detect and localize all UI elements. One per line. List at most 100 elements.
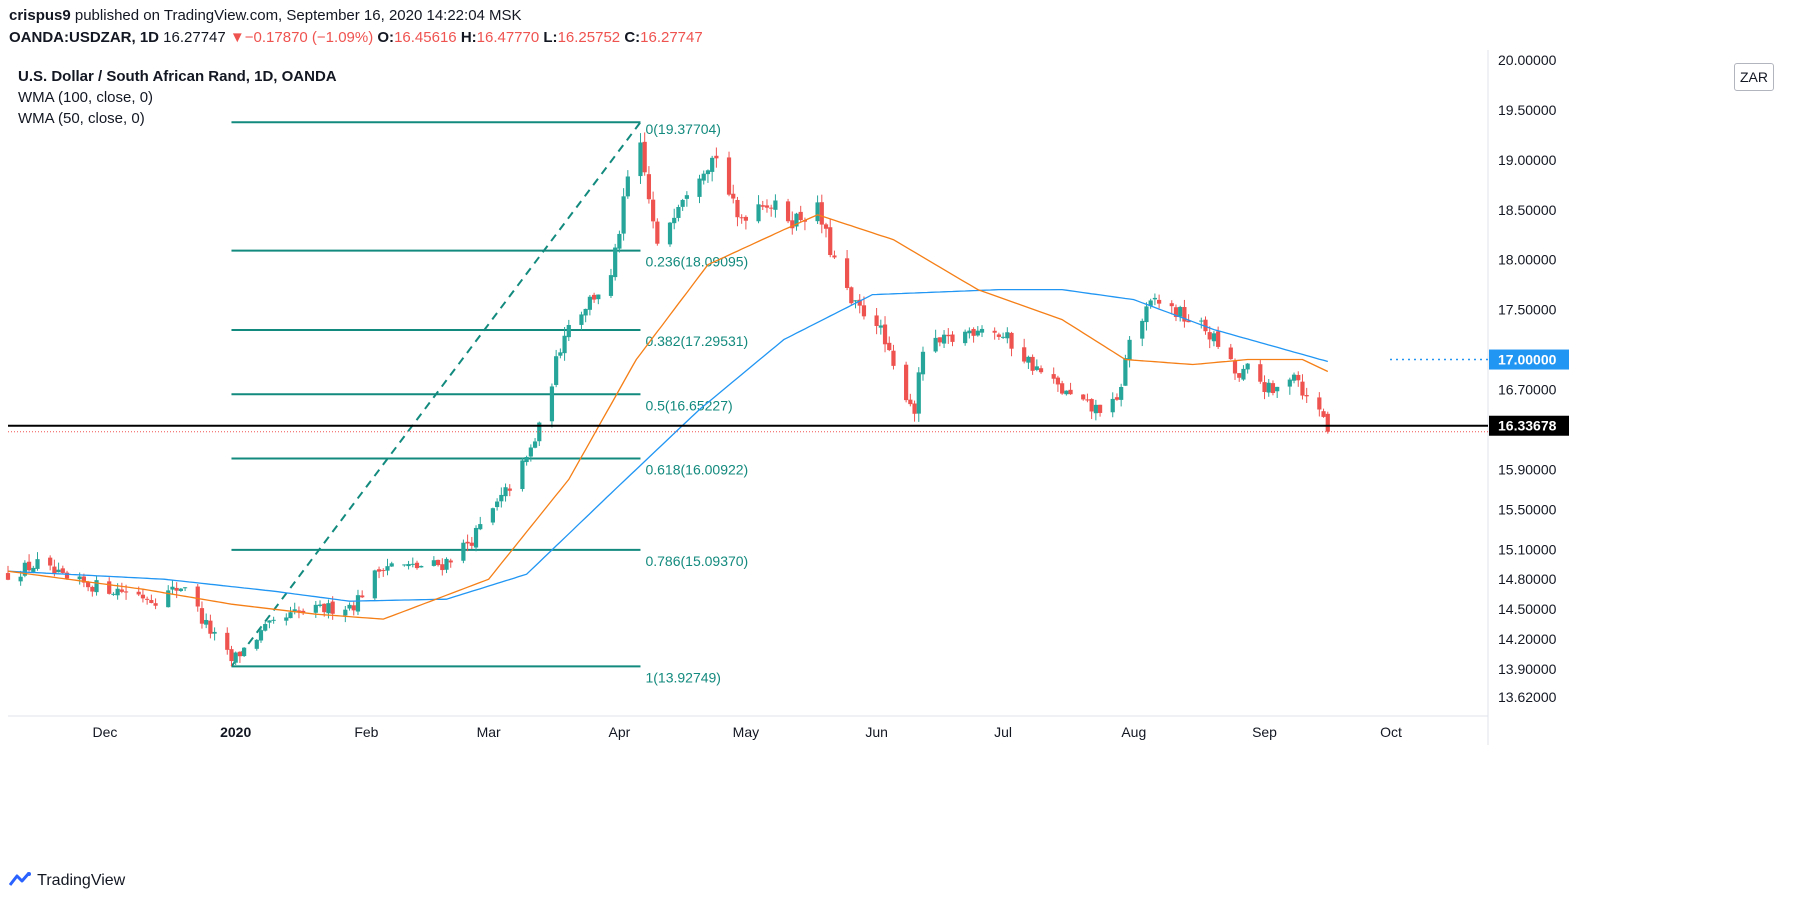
candle-body <box>292 609 297 612</box>
candle-body <box>431 560 436 566</box>
candle-body <box>566 324 571 338</box>
candle-body <box>1055 377 1061 385</box>
candle-body <box>343 609 348 616</box>
candle-body <box>1232 360 1238 374</box>
candle-body <box>655 221 660 244</box>
candle-body <box>351 605 356 611</box>
candle-body <box>284 617 289 621</box>
candle-body <box>1287 379 1292 387</box>
candle-body <box>1182 307 1187 322</box>
legend-wma50[interactable]: WMA (50, close, 0) <box>18 110 145 127</box>
candle-body <box>764 205 770 208</box>
candle-body <box>473 527 479 548</box>
candle-body <box>35 559 40 569</box>
candle-body <box>676 207 681 218</box>
wma50-line <box>7 214 1329 620</box>
candle-body <box>499 494 504 502</box>
candle-body <box>56 569 61 573</box>
candle-body <box>1241 368 1246 380</box>
candle-body <box>642 141 647 173</box>
candle-body <box>617 233 622 249</box>
candle-body <box>1296 374 1301 381</box>
candle-body <box>1051 374 1056 379</box>
candle-body <box>613 247 618 278</box>
x-tick-label: 2020 <box>220 724 251 740</box>
fib-retracement[interactable]: 0(19.37704) 0.236(18.09095) 0.382(17.29531… <box>230 121 748 685</box>
y-tick-label: 19.00000 <box>1498 152 1557 168</box>
candle-body <box>651 199 656 222</box>
x-tick-label: Sep <box>1252 724 1277 740</box>
candle-body <box>1140 320 1145 339</box>
candle-body <box>790 220 795 229</box>
candle-body <box>1119 386 1124 400</box>
candle-body <box>478 524 483 530</box>
candle-body <box>996 334 1001 337</box>
candle-body <box>794 213 799 227</box>
candle-body <box>520 460 525 490</box>
candle-body <box>170 586 175 590</box>
axes: 13.62000 13.90000 14.20000 14.50000 14.80000… <box>93 52 1569 740</box>
y-tick-label: 15.50000 <box>1498 501 1557 517</box>
candle-body <box>562 335 567 354</box>
candle-body <box>263 624 268 631</box>
candle-body <box>60 568 65 573</box>
candle-body <box>355 595 361 612</box>
candle-body <box>963 331 968 344</box>
candle-body <box>402 564 407 566</box>
price-mark-box <box>1489 349 1569 370</box>
candle-body <box>381 570 386 572</box>
candle-body <box>579 314 584 325</box>
symbol-label: OANDA:USDZAR, 1D <box>9 29 159 46</box>
currency-button[interactable]: ZAR <box>1734 63 1774 91</box>
candle-body <box>1199 320 1204 322</box>
candle-body <box>591 294 597 300</box>
y-tick-label: 19.50000 <box>1498 102 1557 118</box>
candle-body <box>672 217 677 224</box>
candle-body <box>684 195 689 199</box>
author-name[interactable]: crispus9 <box>9 7 71 24</box>
candles <box>5 132 1330 667</box>
candle-body <box>1038 368 1044 373</box>
candle-body <box>296 610 302 612</box>
candle-body <box>1228 347 1233 360</box>
high-value: 16.47770 <box>476 29 540 46</box>
candle-body <box>1211 333 1217 342</box>
y-tick-label: 18.00000 <box>1498 252 1557 268</box>
candle-body <box>705 170 711 175</box>
legend-wma100[interactable]: WMA (100, close, 0) <box>18 89 154 106</box>
low-label: L: <box>543 29 558 46</box>
candle-body <box>773 200 778 210</box>
horizontal-lines[interactable] <box>8 358 1488 433</box>
fib-level-label: 1(13.92749) <box>645 669 721 685</box>
candle-body <box>376 569 382 572</box>
candle-body <box>1000 336 1006 338</box>
candle-body <box>90 586 95 592</box>
close-value: 16.27747 <box>640 29 703 46</box>
candle-body <box>448 560 453 563</box>
candle-body <box>798 211 803 221</box>
candle-body <box>330 601 335 614</box>
legend-title: U.S. Dollar / South African Rand, 1D, OA… <box>18 68 337 85</box>
x-tick-label: Feb <box>354 724 378 740</box>
x-tick-label: Apr <box>608 724 630 740</box>
tradingview-logo[interactable]: TradingView <box>8 872 125 890</box>
candle-body <box>258 630 264 641</box>
candle-body <box>77 576 82 580</box>
candle-body <box>322 603 327 613</box>
candle-body <box>731 193 736 199</box>
candle-body <box>444 558 449 570</box>
candle-body <box>1258 364 1263 382</box>
candle-body <box>182 587 188 589</box>
candle-body <box>1157 299 1162 304</box>
candle-body <box>1081 394 1086 400</box>
change-down-icon: ▼ <box>229 29 245 46</box>
open-label: O: <box>377 29 395 46</box>
candle-body <box>743 216 748 221</box>
candle-body <box>1110 398 1115 413</box>
candle-body <box>596 294 601 300</box>
candle-body <box>22 562 27 576</box>
candle-body <box>1114 397 1120 400</box>
candle-body <box>625 176 630 197</box>
candle-body <box>1203 319 1208 332</box>
